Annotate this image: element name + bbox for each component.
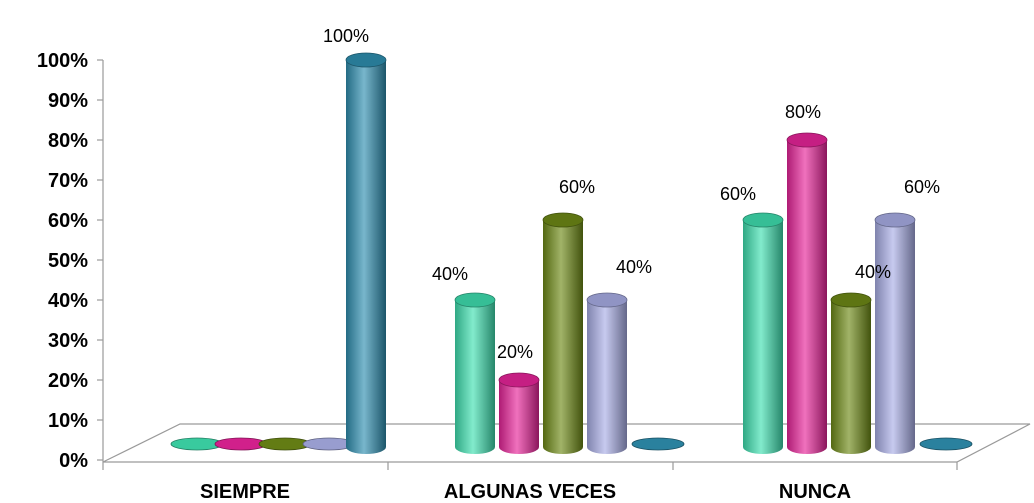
- data-label: 100%: [323, 26, 369, 46]
- data-label: 60%: [559, 177, 595, 197]
- y-tick-label: 20%: [48, 370, 88, 392]
- data-label: 40%: [855, 262, 891, 282]
- data-label: 60%: [720, 184, 756, 204]
- y-tick-label: 10%: [48, 410, 88, 432]
- bar: [830, 292, 872, 454]
- bar: [542, 212, 584, 454]
- y-tick-label: 70%: [48, 170, 88, 192]
- y-tick-label: 80%: [48, 130, 88, 152]
- y-tick-label: 40%: [48, 290, 88, 312]
- y-tick-label: 30%: [48, 330, 88, 352]
- y-tick-label: 100%: [37, 50, 88, 72]
- data-label: 40%: [616, 257, 652, 277]
- data-labels: 100% 40% 20% 60% 40% 60% 80% 40% 60%: [323, 26, 940, 362]
- category-label: SIEMPRE: [200, 481, 290, 503]
- bar: [586, 292, 628, 454]
- bars: [170, 52, 973, 454]
- bar: [786, 132, 828, 454]
- category-labels: SIEMPRE ALGUNAS VECES NUNCA: [200, 481, 851, 503]
- bar: [345, 52, 387, 454]
- bar-base-zero: [631, 437, 685, 451]
- category-label: NUNCA: [779, 481, 851, 503]
- bar-base-zero: [919, 437, 973, 451]
- data-label: 80%: [785, 102, 821, 122]
- bar: [498, 372, 540, 454]
- y-tick-label: 60%: [48, 210, 88, 232]
- bar: [874, 212, 916, 454]
- bar: [454, 292, 496, 454]
- y-tick-label: 90%: [48, 90, 88, 112]
- category-label: ALGUNAS VECES: [444, 481, 616, 503]
- bar: [742, 212, 784, 454]
- data-label: 40%: [432, 264, 468, 284]
- x-ticks: [102, 462, 958, 470]
- data-label: 60%: [904, 177, 940, 197]
- data-label: 20%: [497, 342, 533, 362]
- y-tick-label: 50%: [48, 250, 88, 272]
- y-tick-label: 0%: [59, 450, 88, 472]
- y-ticks: 0% 10% 20% 30% 40% 50% 60% 70% 80% 90% 100%: [37, 50, 103, 472]
